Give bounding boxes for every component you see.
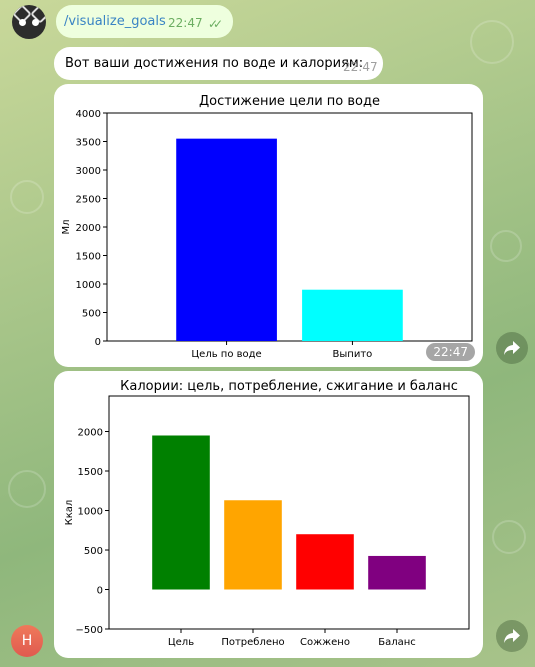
plot-frame xyxy=(108,395,470,630)
double-check-icon: ✓✓ xyxy=(208,17,223,31)
y-tick-label: 2000 xyxy=(76,223,101,234)
water-chart-message[interactable]: Достижение цели по воде 0 500 1000 1500 2000 2… xyxy=(54,84,483,367)
message-time: 22:47 xyxy=(426,343,475,361)
plot-frame xyxy=(106,112,473,342)
x-tick-label: Цель по воде xyxy=(191,349,261,360)
user-avatar[interactable]: Н xyxy=(11,625,43,657)
y-tick-label: 1500 xyxy=(78,467,103,478)
outgoing-message[interactable]: /visualize_goals 22:47 ✓✓ xyxy=(56,5,233,38)
y-tick-label: 1000 xyxy=(76,280,101,291)
bar xyxy=(176,138,277,341)
bar xyxy=(368,555,426,590)
y-tick-label: 1500 xyxy=(76,252,101,263)
y-tick-label: 4000 xyxy=(76,109,101,120)
calories-chart-message[interactable]: Калории: цель, потребление, сжигание и б… xyxy=(54,371,483,658)
bot-avatar[interactable] xyxy=(12,5,46,39)
incoming-message[interactable]: Вот ваши достижения по воде и калориям: … xyxy=(54,47,383,80)
y-axis-label: Мл xyxy=(61,219,72,234)
bar xyxy=(152,435,210,590)
user-initial: Н xyxy=(21,633,33,649)
cat-eye-icon xyxy=(32,19,39,26)
y-tick-label: 1000 xyxy=(78,507,103,518)
share-arrow-icon xyxy=(504,341,520,355)
y-tick-label: 500 xyxy=(82,309,101,320)
y-tick-label: 500 xyxy=(84,546,103,557)
message-time: 22:47 xyxy=(343,60,378,74)
y-axis-label: Ккал xyxy=(64,500,75,526)
water-chart: Достижение цели по воде 0 500 1000 1500 2000 2… xyxy=(61,94,473,360)
x-tick-label: Цель xyxy=(168,637,194,648)
y-tick-label: 3000 xyxy=(76,166,101,177)
chart-title: Достижение цели по воде xyxy=(199,94,380,109)
background-doodle xyxy=(490,230,522,262)
y-tick-label: 3500 xyxy=(76,138,101,149)
x-tick-label: Сожжено xyxy=(300,637,350,648)
x-tick-label: Баланс xyxy=(378,637,416,648)
background-doodle xyxy=(470,20,514,64)
command-link[interactable]: /visualize_goals xyxy=(64,14,166,29)
background-doodle xyxy=(10,180,44,214)
share-arrow-icon xyxy=(504,629,520,643)
bar xyxy=(296,534,354,590)
cat-eye-icon xyxy=(19,19,26,26)
x-tick-label: Выпито xyxy=(333,349,373,360)
bar xyxy=(302,289,403,341)
share-button[interactable] xyxy=(496,620,528,652)
x-tick-label: Потреблено xyxy=(221,637,284,648)
background-doodle xyxy=(8,470,46,508)
y-tick-label: −500 xyxy=(76,625,103,636)
message-time: 22:47 xyxy=(168,16,203,30)
y-tick-label: 0 xyxy=(95,337,101,348)
y-tick-label: 0 xyxy=(97,586,103,597)
y-tick-label: 2500 xyxy=(76,195,101,206)
calories-chart: Калории: цель, потребление, сжигание и б… xyxy=(64,379,470,648)
background-doodle xyxy=(492,520,526,554)
share-button[interactable] xyxy=(496,332,528,364)
y-tick-label: 2000 xyxy=(78,428,103,439)
chart-title: Калории: цель, потребление, сжигание и б… xyxy=(120,379,458,394)
bar xyxy=(224,500,282,590)
message-text: Вот ваши достижения по воде и калориям: xyxy=(65,56,364,71)
